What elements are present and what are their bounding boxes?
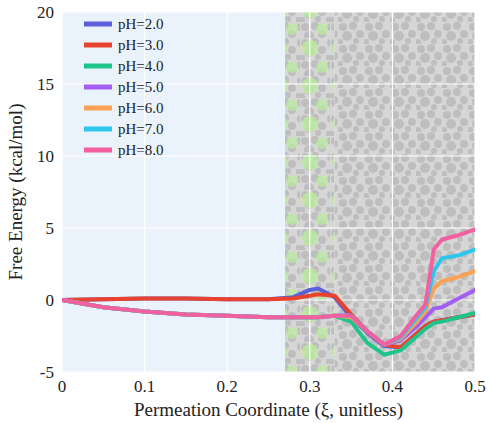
y-tick-label: 0 <box>46 291 55 310</box>
y-tick-label: 20 <box>37 3 54 22</box>
legend-swatch <box>84 22 112 27</box>
chart: 00.10.20.30.40.5-505101520Permeation Coo… <box>0 0 489 423</box>
y-tick-label: 10 <box>37 147 54 166</box>
legend-label: pH=2.0 <box>118 16 164 32</box>
legend-label: pH=5.0 <box>118 79 164 95</box>
x-axis-title: Permeation Coordinate (ξ, unitless) <box>134 399 403 421</box>
y-tick-label: 5 <box>46 219 55 238</box>
y-tick-label: -5 <box>40 363 54 382</box>
grid-line <box>61 12 62 372</box>
y-axis-title: Free Energy (kcal/mol) <box>5 104 27 281</box>
legend-swatch <box>84 148 112 153</box>
legend-label: pH=7.0 <box>118 121 164 137</box>
x-tick-label: 0 <box>58 377 67 396</box>
grid-line <box>62 227 475 228</box>
x-tick-label: 0.4 <box>382 377 404 396</box>
x-tick-label: 0.5 <box>464 377 485 396</box>
x-tick-label: 0.3 <box>299 377 320 396</box>
legend-label: pH=8.0 <box>118 142 164 158</box>
legend-label: pH=4.0 <box>118 58 164 74</box>
grid-line <box>62 11 475 12</box>
y-tick-label: 15 <box>37 75 54 94</box>
lines <box>62 229 475 354</box>
background <box>62 12 475 372</box>
legend-swatch <box>84 127 112 132</box>
grid-line <box>392 12 393 372</box>
legend-label: pH=6.0 <box>118 100 164 116</box>
grid-line <box>62 371 475 372</box>
x-tick-label: 0.1 <box>134 377 155 396</box>
legend-label: pH=3.0 <box>118 37 164 53</box>
legend: pH=2.0 pH=3.0 pH=4.0 pH=5.0 pH=6.0 pH=7.0 pH=8… <box>84 16 164 158</box>
series-line <box>62 229 475 344</box>
legend-swatch <box>84 85 112 90</box>
grid-line <box>474 12 475 372</box>
legend-swatch <box>84 43 112 48</box>
legend-swatch <box>84 64 112 69</box>
x-tick-label: 0.2 <box>217 377 238 396</box>
legend-swatch <box>84 106 112 111</box>
series-line <box>62 250 475 345</box>
grid-line <box>227 12 228 372</box>
